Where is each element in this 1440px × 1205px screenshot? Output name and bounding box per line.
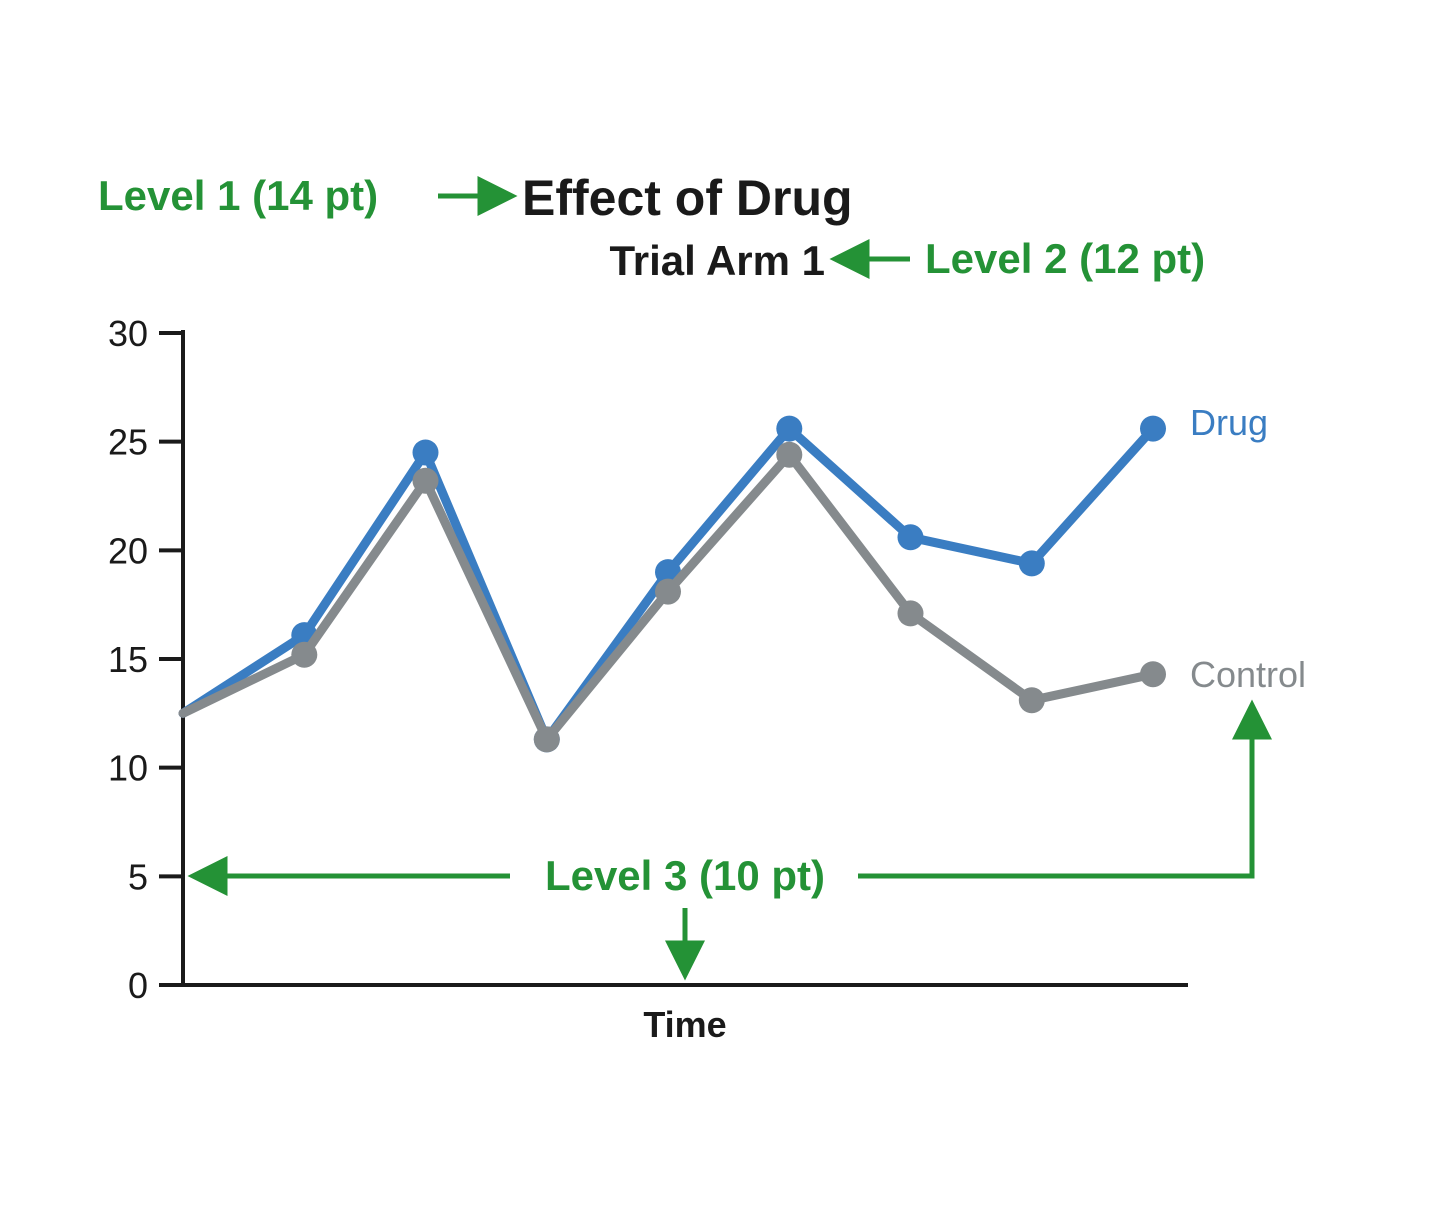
x-axis-label: Time xyxy=(643,1004,726,1045)
data-point-control xyxy=(655,578,681,605)
annotation-level1-label: Level 1 (14 pt) xyxy=(98,172,378,219)
data-point-drug xyxy=(776,415,803,442)
data-point-drug xyxy=(1140,415,1166,442)
chart-subtitle: Trial Arm 1 xyxy=(609,237,825,284)
annotation-arrows xyxy=(187,176,1272,981)
series-label-drug: Drug xyxy=(1190,402,1268,443)
data-point-drug xyxy=(1018,550,1045,577)
data-point-control xyxy=(1140,661,1166,688)
series-layer xyxy=(178,415,1166,753)
data-point-control xyxy=(776,441,803,468)
chart-title: Effect of Drug xyxy=(522,170,853,226)
series-control xyxy=(178,441,1166,753)
data-point-control xyxy=(412,467,439,494)
data-point-control xyxy=(897,600,924,627)
y-tick-label: 25 xyxy=(108,422,148,463)
y-tick-label: 20 xyxy=(108,530,148,571)
axes: 0 5 10 15 20 25 30 xyxy=(108,313,1188,1006)
annotation-level3-label: Level 3 (10 pt) xyxy=(545,852,825,899)
data-point-control xyxy=(291,641,318,668)
annotation-level2-label: Level 2 (12 pt) xyxy=(925,235,1205,282)
y-ticks: 0 5 10 15 20 25 30 xyxy=(108,313,183,1006)
data-point-drug xyxy=(897,524,924,551)
data-point-drug xyxy=(412,439,439,466)
y-tick-label: 5 xyxy=(128,856,148,897)
series-label-control: Control xyxy=(1190,654,1306,695)
data-point-control xyxy=(533,726,560,753)
data-point-control xyxy=(1018,687,1045,714)
level3-arrow-right xyxy=(858,699,1272,879)
y-tick-label: 0 xyxy=(128,965,148,1006)
y-tick-label: 15 xyxy=(108,639,148,680)
y-tick-label: 30 xyxy=(108,313,148,354)
y-tick-label: 10 xyxy=(108,748,148,789)
